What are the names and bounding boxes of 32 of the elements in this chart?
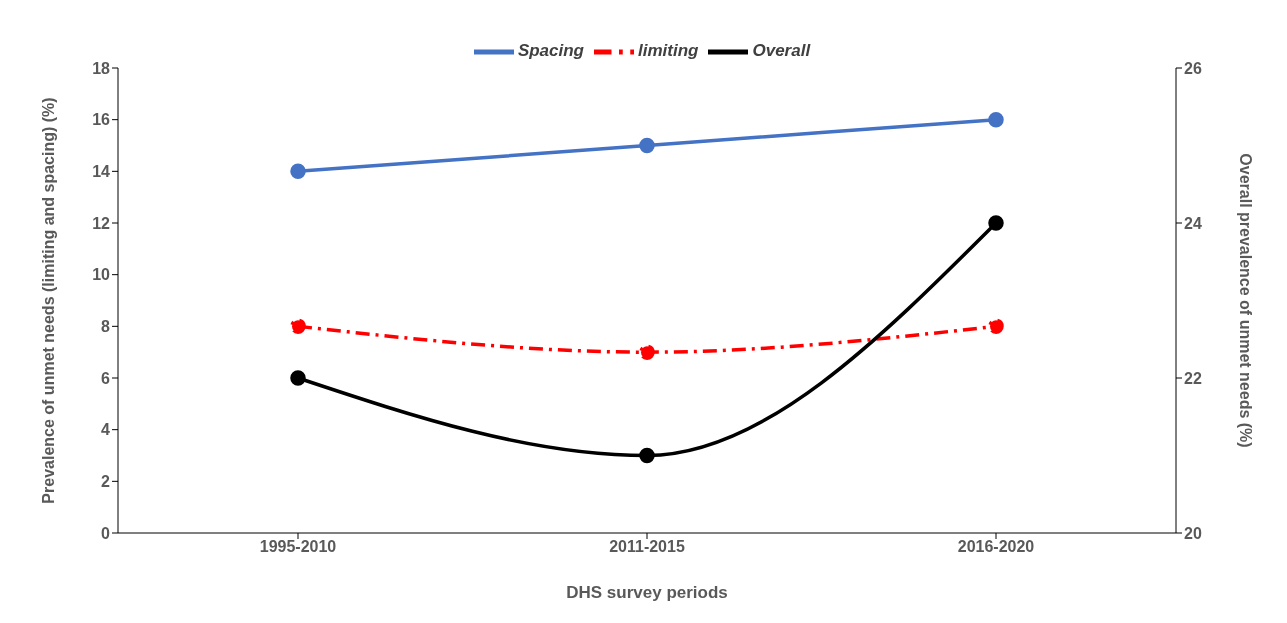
- y-tick-label: 10: [92, 266, 111, 284]
- x-tick-label: 1995-2010: [259, 538, 337, 556]
- y-tick-label: 6: [101, 369, 111, 387]
- point: [290, 318, 306, 335]
- y2-tick-label: 22: [1184, 369, 1202, 387]
- x-axis-title: DHS survey periods: [566, 583, 728, 602]
- legend-label: limiting: [638, 41, 699, 61]
- y-tick-label: 0: [101, 524, 111, 542]
- point: [988, 215, 1004, 231]
- point: [639, 344, 655, 360]
- y2-tick-label: 26: [1184, 59, 1202, 77]
- point: [988, 111, 1004, 128]
- legend-label: Overall: [752, 41, 811, 61]
- x-tick-label: 2011-2015: [609, 538, 685, 556]
- y-tick-label: 12: [92, 214, 111, 232]
- y-tick-label: 14: [92, 163, 111, 181]
- y-axis-title: Prevalence of unmet needs (limiting and spacing) (%): [39, 97, 57, 504]
- point: [639, 137, 655, 154]
- y-tick-label: 4: [101, 421, 111, 439]
- y-tick-label: 8: [101, 318, 111, 336]
- point: [988, 318, 1004, 335]
- y2-tick-label: 20: [1184, 524, 1202, 542]
- point: [290, 370, 306, 386]
- y2-tick-label: 24: [1184, 214, 1202, 232]
- point: [639, 447, 655, 464]
- y-tick-label: 2: [101, 473, 111, 491]
- y-tick-label: 16: [92, 111, 111, 129]
- y-tick-label: 18: [92, 59, 111, 77]
- legend-label: Spacing: [517, 41, 584, 61]
- x-tick-label: 2016-2020: [957, 538, 1035, 556]
- y2-axis-title: Overall prevalence of unmet needs (%): [1237, 153, 1255, 448]
- point: [290, 163, 306, 180]
